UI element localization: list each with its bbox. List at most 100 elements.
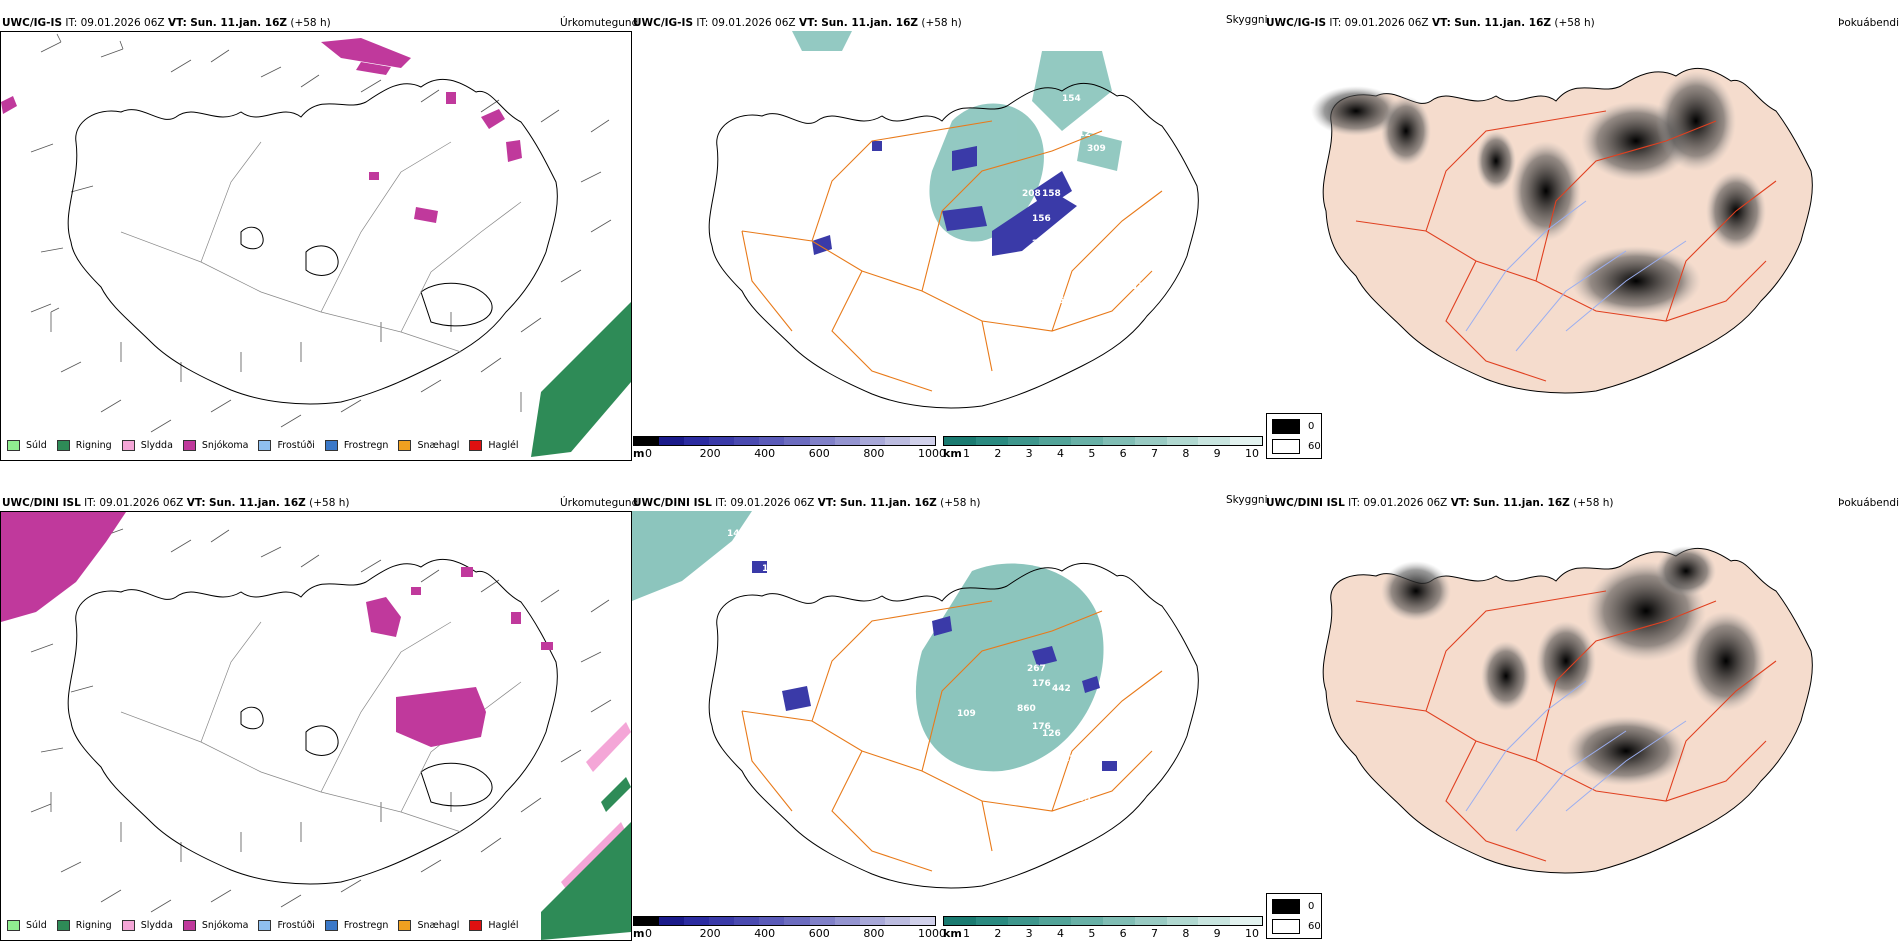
- fog-legend-item: 60: [1272, 919, 1321, 934]
- colorbar-segment: [975, 437, 1008, 445]
- colorbar-segment: [734, 917, 760, 925]
- visibility-value-label: 309: [1087, 144, 1106, 154]
- panel-title-visibility: UWC/DINI ISL IT: 09.01.2026 06Z VT: Sun.…: [633, 497, 980, 509]
- visibility-map[interactable]: 1400 891 165 267 196 332 442 176 109 860 176 126 13 5…: [632, 511, 1262, 911]
- fog-map[interactable]: [1266, 511, 1896, 911]
- fog-map[interactable]: [1266, 31, 1896, 431]
- precip-type-map[interactable]: Súld Rigning Slydda Snjókoma Frostúði Frostre…: [0, 31, 632, 461]
- colorbar-tick-label: 0: [645, 447, 652, 460]
- visibility-value-label: 208: [1022, 189, 1041, 199]
- fog-legend-label: 0: [1308, 421, 1315, 432]
- colorbar-strip: [943, 916, 1263, 926]
- valid-time-label: VT:: [186, 497, 206, 509]
- colorbar-tick-label: 3: [1025, 927, 1033, 940]
- visibility-value-label: 129: [1122, 264, 1141, 274]
- colorbar-tick-label: 8: [1182, 447, 1190, 460]
- panel-title-precip: UWC/IG-IS IT: 09.01.2026 06Z VT: Sun. 11…: [2, 17, 331, 29]
- precip-legend-label: Snjókoma: [201, 440, 249, 451]
- precip-legend: Súld Rigning Slydda Snjókoma Frostúði Frostre…: [7, 440, 529, 451]
- precip-legend-label: Frostregn: [343, 440, 389, 451]
- colorbar-tick-label: 4: [1057, 447, 1064, 460]
- colorbar-segment: [1071, 917, 1103, 925]
- precip-legend-item: Slydda: [121, 920, 173, 931]
- colorbar-unit: km: [943, 447, 962, 460]
- precip-legend-item: Súld: [7, 440, 47, 451]
- valid-time: Sun. 11.jan. 16Z: [839, 497, 937, 509]
- panel-title-fog: UWC/IG-IS IT: 09.01.2026 06Z VT: Sun. 11…: [1266, 17, 1595, 29]
- panel-title-visibility: UWC/IG-IS IT: 09.01.2026 06Z VT: Sun. 11…: [633, 17, 962, 29]
- visibility-value-label: 176: [1032, 679, 1051, 689]
- colorbar-segment: [1102, 437, 1135, 445]
- panel-name-precip: Úrkomutegund: [560, 17, 639, 29]
- visibility-colorbar: km 1 2 3 4 5 6 7 8 9 10: [943, 916, 1265, 946]
- colorbar-segment: [809, 437, 835, 445]
- precip-type-map-svg: [1, 33, 631, 457]
- visibility-value-label: 133: [1132, 282, 1151, 292]
- row-dini-isl: UWC/DINI ISL IT: 09.01.2026 06Z VT: Sun.…: [0, 480, 1900, 950]
- ceiling-blue-areas: [812, 141, 1077, 256]
- wind-barbs: [30, 521, 612, 913]
- lead-time: (+58 h): [921, 17, 962, 29]
- panel-name-visibility: Skyggni: [1226, 494, 1268, 506]
- colorbar-segment: [859, 437, 885, 445]
- precip-legend-swatch: [324, 440, 338, 451]
- precip-type-map-svg: [1, 512, 631, 940]
- precip-legend-swatch: [469, 440, 483, 451]
- precip-legend-swatch: [121, 440, 135, 451]
- precip-legend-swatch: [56, 440, 70, 451]
- vis-coastline: [708, 82, 1199, 409]
- colorbar-strip: [633, 436, 936, 446]
- colorbar-tick-label: 2: [994, 447, 1002, 460]
- precip-legend-item: Frostregn: [324, 440, 389, 451]
- precip-legend-item: Haglél: [469, 920, 519, 931]
- precip-legend-item: Snjókoma: [182, 440, 249, 451]
- colorbar-segment: [734, 437, 760, 445]
- precip-type-map[interactable]: Súld Rigning Slydda Snjókoma Frostúði Frostre…: [0, 511, 632, 941]
- lead-time: (+58 h): [1554, 17, 1595, 29]
- colorbar-tick-label: 200: [699, 927, 721, 940]
- valid-time: Sun. 11.jan. 16Z: [190, 17, 288, 29]
- fog-legend-label: 60: [1308, 921, 1321, 932]
- precip-legend-label: Snjókoma: [201, 920, 249, 931]
- precip-legend-item: Frostúði: [258, 920, 315, 931]
- precip-legend-label: Frostregn: [343, 920, 389, 931]
- precip-legend-label: Súld: [26, 440, 47, 451]
- colorbar-segment: [884, 917, 910, 925]
- colorbar-tick-label: 1000: [918, 927, 946, 940]
- colorbar-segment: [759, 437, 785, 445]
- colorbar-segment: [884, 437, 910, 445]
- colorbar-tick-label: 6: [1119, 927, 1127, 940]
- fog-legend: 0 60: [1266, 413, 1322, 459]
- colorbar-segment: [1039, 917, 1072, 925]
- precip-legend-swatch: [398, 440, 412, 451]
- rain-areas: [531, 302, 631, 457]
- precip-legend-item: Haglél: [469, 440, 519, 451]
- colorbar-segment: [1007, 437, 1040, 445]
- colorbar-tick-label: 600: [808, 447, 830, 460]
- colorbar-segment: [709, 437, 735, 445]
- init-time: IT: 09.01.2026 06Z: [1348, 497, 1448, 509]
- precip-legend-label: Slydda: [140, 440, 173, 451]
- colorbar-tick-label: 5: [1088, 447, 1096, 460]
- wind-barbs: [30, 33, 612, 433]
- init-time: IT: 09.01.2026 06Z: [696, 17, 796, 29]
- precip-legend-item: Snæhagl: [398, 440, 459, 451]
- colorbar-segment: [784, 917, 810, 925]
- precip-legend-item: Rigning: [56, 920, 112, 931]
- colorbar-tick-label: 8: [1182, 927, 1190, 940]
- colorbar-segment: [634, 437, 660, 445]
- panel-name-visibility: Skyggni: [1226, 14, 1268, 26]
- colorbar-segment: [1198, 917, 1231, 925]
- vis-coastline: [708, 562, 1199, 889]
- fog-legend: 0 60: [1266, 893, 1322, 939]
- visibility-map[interactable]: 154 212 309 208 158 156 281 177 164 100 129 567 151 1…: [632, 31, 1262, 431]
- precip-legend-label: Rigning: [75, 440, 112, 451]
- colorbar-segment: [1230, 437, 1262, 445]
- colorbar-tick-label: 6: [1119, 447, 1127, 460]
- colorbar-segment: [709, 917, 735, 925]
- precip-legend-item: Snæhagl: [398, 920, 459, 931]
- colorbar-tick-label: 200: [699, 447, 721, 460]
- precip-legend: Súld Rigning Slydda Snjókoma Frostúði Frostre…: [7, 920, 529, 931]
- visibility-value-label: 100: [1112, 239, 1131, 249]
- valid-time-label: VT:: [1450, 497, 1470, 509]
